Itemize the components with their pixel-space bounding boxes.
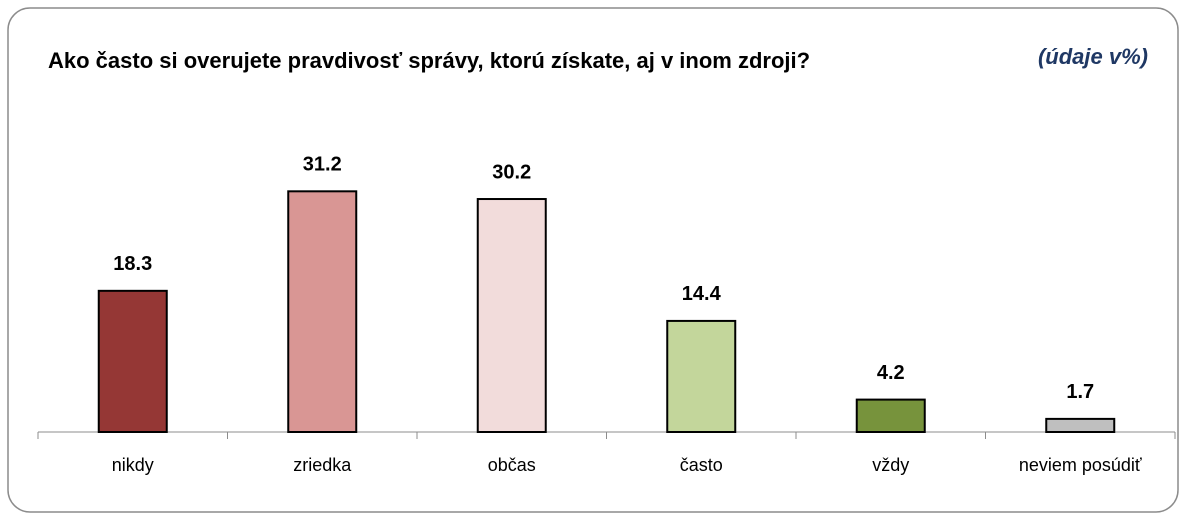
bar bbox=[855, 398, 926, 434]
x-tick-label: zriedka bbox=[293, 455, 352, 475]
frame bbox=[7, 7, 1179, 513]
data-label: 18.3 bbox=[113, 253, 152, 275]
bar bbox=[476, 198, 547, 433]
data-label: 31.2 bbox=[303, 154, 342, 176]
data-label: 30.2 bbox=[492, 161, 531, 183]
bar bbox=[97, 289, 168, 434]
data-label: 4.2 bbox=[877, 362, 905, 384]
data-label: 1.7 bbox=[1066, 381, 1094, 403]
chart-title: Ako často si overujete pravdivosť správy… bbox=[48, 48, 810, 73]
x-tick-label: občas bbox=[488, 455, 536, 475]
x-tick-label: často bbox=[680, 455, 723, 475]
chart-subtitle: (údaje v%) bbox=[1038, 44, 1148, 69]
bar bbox=[287, 190, 358, 433]
bar bbox=[1045, 417, 1116, 433]
x-tick-label: nikdy bbox=[112, 455, 154, 475]
x-tick-label: vždy bbox=[872, 455, 909, 475]
bar bbox=[666, 319, 737, 433]
x-tick-label: neviem posúdiť bbox=[1019, 455, 1142, 475]
data-label: 14.4 bbox=[682, 283, 722, 305]
